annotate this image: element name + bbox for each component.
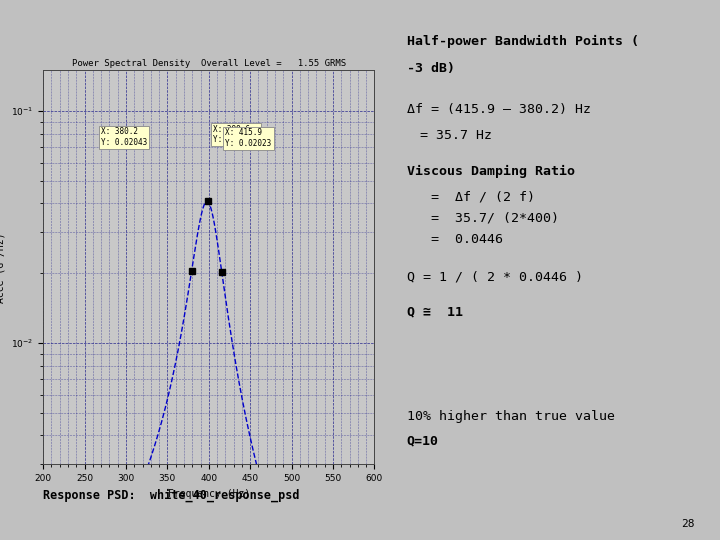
Text: Q=10: Q=10 [407, 435, 438, 448]
Text: Δf = (415.9 – 380.2) Hz: Δf = (415.9 – 380.2) Hz [407, 103, 591, 116]
Text: =  0.0446: = 0.0446 [407, 233, 503, 246]
Title: Power Spectral Density  Overall Level =   1.55 GRMS: Power Spectral Density Overall Level = 1… [72, 59, 346, 68]
Text: Q = 1 / ( 2 * 0.0446 ): Q = 1 / ( 2 * 0.0446 ) [407, 270, 582, 283]
Text: = 35.7 Hz: = 35.7 Hz [420, 129, 492, 141]
Text: 28: 28 [681, 519, 695, 529]
Text: X: 380.2
Y: 0.02043: X: 380.2 Y: 0.02043 [102, 127, 148, 147]
Text: Response PSD:  white_40_response_psd: Response PSD: white_40_response_psd [43, 489, 300, 502]
Text: =  Δf / (2 f): = Δf / (2 f) [407, 190, 535, 203]
Text: X: 415.9
Y: 0.02023: X: 415.9 Y: 0.02023 [225, 129, 271, 148]
Y-axis label: Acce (G²/Hz): Acce (G²/Hz) [0, 232, 6, 302]
Text: =  35.7/ (2*400): = 35.7/ (2*400) [407, 212, 559, 225]
Text: X: 399.6
Y: 0.04079: X: 399.6 Y: 0.04079 [213, 125, 259, 144]
Text: -3 dB): -3 dB) [407, 62, 455, 75]
Text: Half-power Bandwidth Points (: Half-power Bandwidth Points ( [407, 35, 639, 48]
Text: Viscous Damping Ratio: Viscous Damping Ratio [407, 165, 575, 178]
X-axis label: Frequency (Hz): Frequency (Hz) [168, 489, 250, 498]
Text: Q ≅  11: Q ≅ 11 [407, 305, 463, 318]
Text: 10% higher than true value: 10% higher than true value [407, 410, 615, 423]
